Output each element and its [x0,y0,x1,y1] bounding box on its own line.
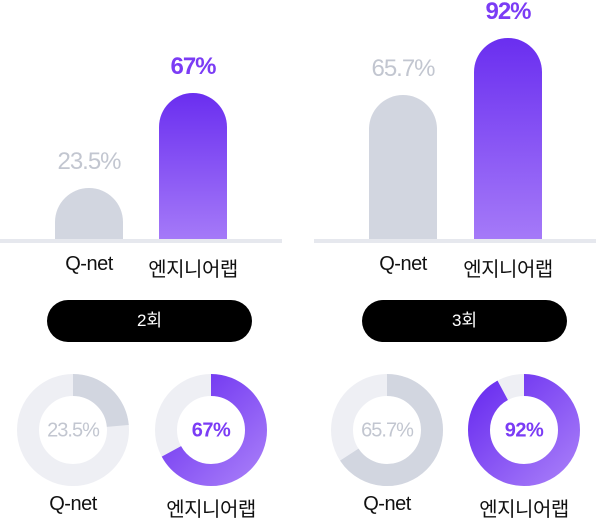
donut-arc-engineerlab-round3 [468,374,580,486]
donut-arc-qnet-round3 [331,374,443,486]
x-tick-label-engineerlab-round2: 엔지니어랩 [148,259,238,281]
bar-value-label-engineerlab-round3: 92% [485,0,531,25]
round-pill-2: 2회 [47,300,252,342]
round-pill-3: 3회 [362,300,567,342]
donut-qnet-round2 [17,374,129,486]
baseline-round3 [314,239,596,243]
bar-engineerlab-round3 [474,37,542,240]
donut-label-engineerlab-round2: 엔지니어랩 [166,499,256,521]
bar-value-label-qnet-round3: 65.7% [371,55,435,83]
bar-value-label-qnet-round2: 23.5% [57,148,121,176]
bar-qnet-round2 [55,188,123,240]
x-tick-label-qnet-round2: Q-net [65,253,113,275]
bar-engineerlab-round2 [159,92,227,240]
donut-center-value-engineerlab-round2: 67% [191,419,231,442]
baseline-round2 [0,239,282,243]
x-tick-label-engineerlab-round3: 엔지니어랩 [463,259,553,281]
donut-arc-qnet-round2 [17,374,129,486]
bar-value-label-engineerlab-round2: 67% [170,52,216,80]
donut-qnet-round3 [331,374,443,486]
x-tick-label-qnet-round3: Q-net [379,253,427,275]
donut-center-value-qnet-round3: 65.7% [361,419,414,442]
donut-engineerlab-round3 [468,374,580,486]
donut-engineerlab-round2 [155,374,267,486]
donut-label-qnet-round3: Q-net [363,493,411,515]
donut-label-engineerlab-round3: 엔지니어랩 [479,499,569,521]
donut-arc-engineerlab-round2 [155,374,267,486]
donut-label-qnet-round2: Q-net [49,493,97,515]
donut-center-value-qnet-round2: 23.5% [47,419,100,442]
bar-qnet-round3 [369,95,437,240]
donut-center-value-engineerlab-round3: 92% [504,419,544,442]
